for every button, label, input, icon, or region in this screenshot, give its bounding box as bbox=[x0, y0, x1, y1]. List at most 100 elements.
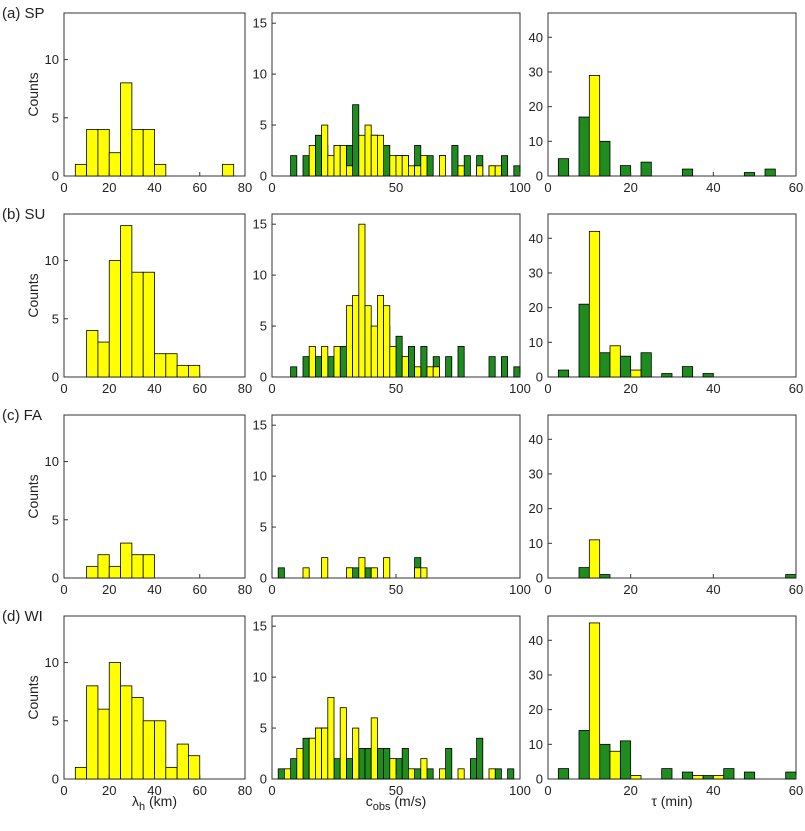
y-tick-label: 0 bbox=[52, 370, 59, 385]
bar-yellow bbox=[97, 554, 110, 579]
bar-yellow bbox=[327, 155, 335, 177]
bar-yellow bbox=[154, 353, 167, 378]
bar-green bbox=[599, 743, 611, 780]
bar-yellow bbox=[120, 542, 133, 579]
bar-yellow bbox=[609, 750, 621, 780]
bar-green bbox=[599, 574, 611, 579]
bar-yellow bbox=[426, 366, 434, 378]
bar-yellow bbox=[692, 775, 704, 780]
bar-yellow bbox=[321, 557, 329, 579]
x-tick-label: 40 bbox=[706, 180, 720, 195]
histogram-panel-r0-c0: 0 20 40 60 80 0 5 10 bbox=[45, 12, 252, 195]
bar-yellow bbox=[142, 720, 155, 780]
x-tick-label: 20 bbox=[102, 381, 116, 396]
bar-yellow bbox=[296, 748, 304, 780]
bar-green bbox=[414, 768, 422, 780]
x-axis-label: cobs (m/s) bbox=[366, 793, 427, 813]
bar-yellow bbox=[176, 364, 189, 378]
y-tick-label: 0 bbox=[52, 571, 59, 586]
y-tick-label: 10 bbox=[253, 670, 267, 685]
y-tick-label: 30 bbox=[529, 466, 543, 481]
x-tick-label: 80 bbox=[238, 180, 252, 195]
y-tick-label: 10 bbox=[45, 253, 59, 268]
bar-yellow bbox=[389, 346, 397, 378]
x-tick-label: 0 bbox=[60, 783, 67, 798]
y-tick-label: 40 bbox=[529, 633, 543, 648]
x-tick-label: 80 bbox=[238, 783, 252, 798]
bar-green bbox=[578, 303, 590, 378]
bar-yellow bbox=[308, 737, 316, 780]
bar-green bbox=[290, 366, 298, 378]
y-tick-label: 0 bbox=[536, 370, 543, 385]
bar-yellow bbox=[389, 758, 397, 780]
panel-frame bbox=[547, 414, 797, 579]
bar-yellow bbox=[154, 163, 167, 177]
bar-yellow bbox=[131, 697, 144, 780]
y-tick-label: 20 bbox=[529, 99, 543, 114]
bar-green bbox=[578, 116, 590, 177]
bar-green bbox=[619, 740, 632, 780]
x-axis-label: τ (min) bbox=[651, 793, 692, 809]
bar-yellow bbox=[401, 356, 409, 378]
bar-green bbox=[327, 356, 335, 378]
x-tick-label: 20 bbox=[102, 582, 116, 597]
row-label: (c) FA bbox=[2, 407, 42, 424]
bar-green bbox=[785, 574, 797, 579]
x-tick-label: 40 bbox=[706, 381, 720, 396]
bar-green bbox=[352, 567, 360, 579]
x-tick-label: 0 bbox=[268, 381, 275, 396]
bar-yellow bbox=[221, 163, 235, 177]
x-tick-label: 40 bbox=[147, 381, 161, 396]
bar-green bbox=[513, 366, 521, 378]
bar-yellow bbox=[333, 346, 341, 378]
bar-yellow bbox=[302, 567, 310, 579]
x-tick-label: 60 bbox=[789, 582, 803, 597]
bar-green bbox=[723, 768, 735, 780]
x-tick-label: 0 bbox=[544, 381, 551, 396]
y-tick-label: 40 bbox=[529, 30, 543, 45]
x-tick-label: 60 bbox=[789, 783, 803, 798]
bar-green bbox=[476, 737, 484, 780]
bar-green bbox=[451, 145, 459, 177]
bar-green bbox=[702, 775, 714, 780]
y-axis-label: Counts bbox=[25, 675, 41, 719]
bar-green bbox=[302, 155, 310, 177]
bar-yellow bbox=[370, 134, 378, 177]
bar-yellow bbox=[438, 768, 446, 780]
y-tick-label: 5 bbox=[260, 319, 267, 334]
x-tick-label: 20 bbox=[623, 381, 637, 396]
bar-yellow bbox=[142, 129, 155, 177]
row-label: (d) WI bbox=[2, 608, 43, 625]
histogram-panel-r0-c1: 0 50 100 0 5 10 15 bbox=[253, 12, 531, 195]
bar-yellow bbox=[352, 727, 360, 780]
bar-green bbox=[640, 352, 652, 378]
histogram-panel-r3-c2: 0 20 40 60 0 10 20 30 40 bbox=[529, 615, 803, 798]
x-tick-label: 40 bbox=[147, 582, 161, 597]
x-tick-label: 50 bbox=[389, 180, 403, 195]
bar-yellow bbox=[364, 124, 372, 177]
bar-yellow bbox=[407, 165, 415, 177]
bar-green bbox=[681, 366, 694, 378]
bar-yellow bbox=[131, 554, 144, 579]
bar-green bbox=[500, 356, 508, 378]
bar-green bbox=[383, 145, 391, 177]
bar-yellow bbox=[370, 717, 378, 780]
y-tick-label: 30 bbox=[529, 64, 543, 79]
y-tick-label: 5 bbox=[260, 118, 267, 133]
bar-green bbox=[339, 346, 347, 378]
y-axis-label: Counts bbox=[25, 474, 41, 518]
y-tick-label: 10 bbox=[45, 655, 59, 670]
bar-green bbox=[764, 168, 776, 177]
bar-yellow bbox=[457, 768, 465, 780]
bar-yellow bbox=[414, 165, 422, 177]
x-tick-label: 0 bbox=[60, 180, 67, 195]
x-tick-label: 20 bbox=[623, 180, 637, 195]
bar-yellow bbox=[345, 165, 353, 177]
bar-yellow bbox=[120, 82, 133, 177]
bar-green bbox=[395, 335, 403, 378]
y-tick-label: 15 bbox=[253, 217, 267, 232]
bar-yellow bbox=[314, 727, 322, 780]
bar-green bbox=[401, 748, 409, 780]
bar-green bbox=[681, 771, 694, 780]
y-tick-label: 10 bbox=[529, 335, 543, 350]
